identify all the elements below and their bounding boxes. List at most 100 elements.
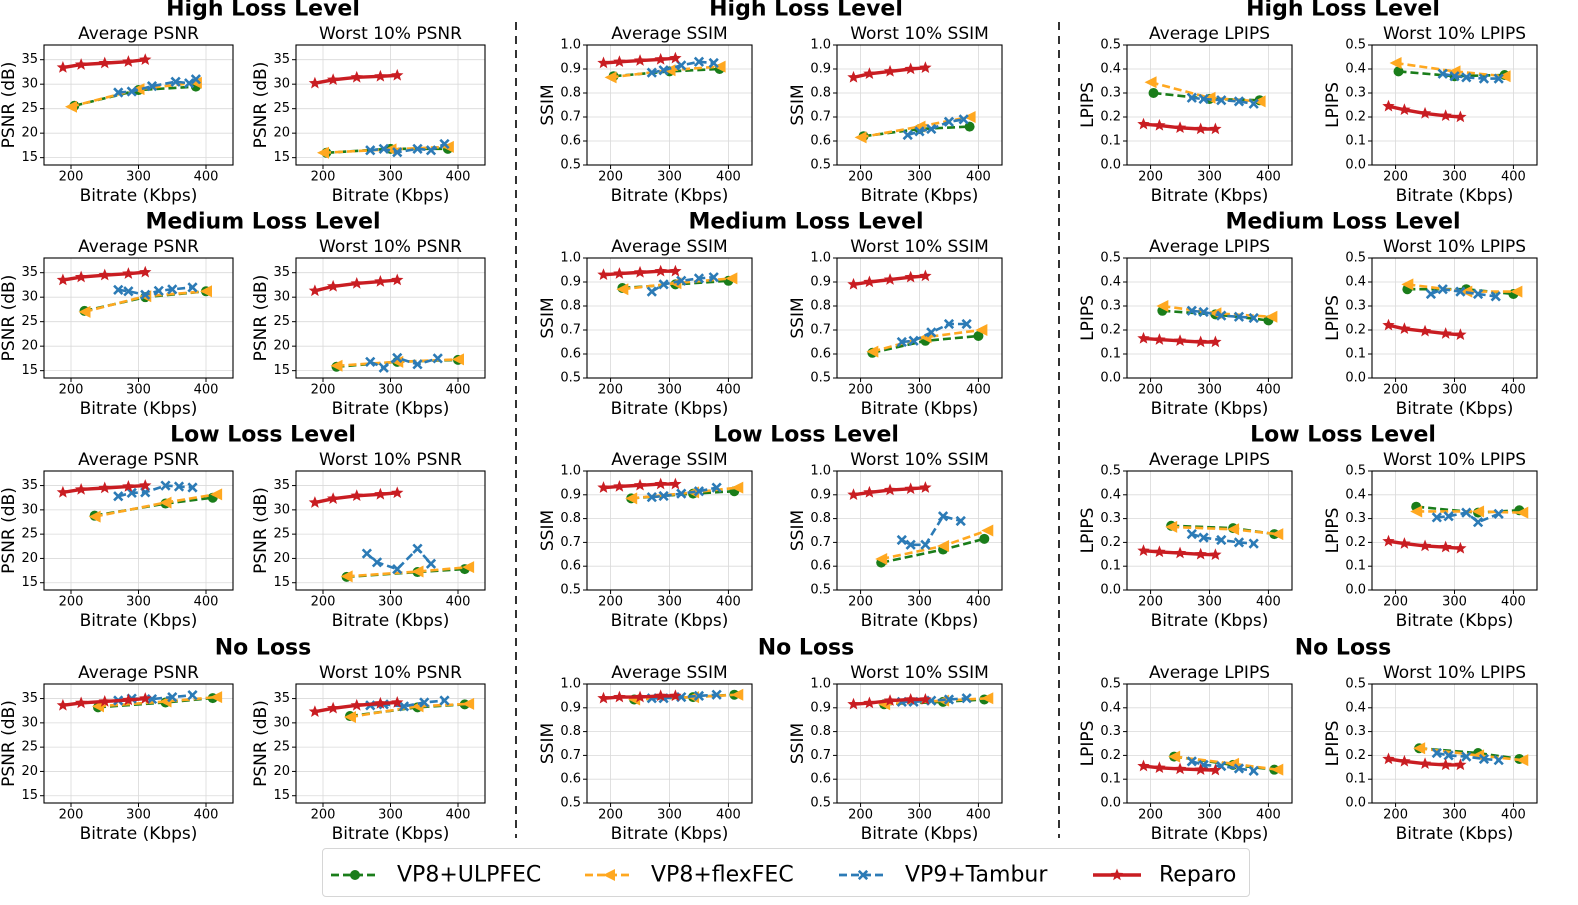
data-point-tam: [658, 65, 669, 76]
data-point-flex: [1389, 57, 1402, 69]
y-tick-label: 0.5: [810, 371, 831, 386]
data-point-flex: [604, 71, 617, 84]
y-tick-label: 15: [273, 788, 290, 803]
x-tick-label: 300: [1197, 170, 1222, 185]
panel-title: Average LPIPS: [1149, 663, 1270, 683]
y-axis-label: SSIM: [538, 84, 558, 125]
series-line-ulp: [94, 496, 213, 517]
y-tick-label: 0.3: [1100, 86, 1121, 101]
data-point-rep: [597, 56, 610, 69]
section-title: Medium Loss Level: [1225, 210, 1460, 235]
data-point-rep: [56, 273, 70, 286]
data-point-rep: [863, 275, 876, 288]
data-point-flex: [330, 359, 343, 372]
x-tick-label: 300: [1442, 170, 1467, 185]
panel-title: Worst 10% PSNR: [319, 24, 462, 44]
data-point-flex: [1516, 754, 1529, 767]
x-tick-label: 300: [126, 383, 151, 398]
y-axis-label: LPIPS: [1078, 82, 1098, 128]
y-tick-label: 0.7: [810, 110, 831, 125]
y-tick-label: 0.4: [1345, 700, 1366, 715]
y-tick-label: 0.5: [1100, 464, 1121, 479]
x-tick-label: 400: [194, 170, 219, 185]
x-tick-label: 200: [598, 170, 623, 185]
data-point-tam: [1198, 93, 1209, 105]
x-tick-label: 200: [1138, 383, 1163, 398]
y-tick-label: 15: [273, 150, 290, 165]
data-point-flex: [1165, 520, 1178, 533]
data-point-tam: [187, 482, 198, 493]
data-point-tam: [676, 488, 687, 499]
data-point-tam: [693, 273, 705, 284]
data-point-tam: [378, 362, 389, 373]
y-tick-label: 0.0: [1100, 371, 1121, 386]
y-tick-label: 0.4: [1100, 275, 1121, 290]
x-tick-label: 200: [59, 595, 84, 610]
x-tick-label: 300: [378, 383, 403, 398]
panel-title: Average SSIM: [611, 237, 727, 257]
data-point-tam: [126, 86, 137, 97]
y-tick-label: 0.6: [560, 347, 581, 362]
data-point-flex: [210, 691, 223, 704]
y-axis-label: PSNR (dB): [251, 487, 271, 574]
data-point-rep: [669, 51, 682, 64]
data-point-tam: [425, 558, 437, 569]
y-tick-label: 0.9: [810, 487, 831, 502]
data-point-tam: [153, 285, 164, 296]
data-point-rep: [1418, 106, 1432, 119]
panel-title: Worst 10% SSIM: [850, 450, 989, 470]
data-point-rep: [1439, 540, 1452, 553]
x-axis-label: Bitrate (Kbps): [1151, 611, 1269, 631]
x-axis-label: Bitrate (Kbps): [332, 824, 450, 844]
data-point-tam: [1493, 73, 1504, 84]
y-tick-label: 0.3: [1345, 511, 1366, 526]
x-tick-label: 400: [446, 170, 471, 185]
data-point-rep: [308, 705, 322, 717]
data-point-tam: [1443, 750, 1454, 761]
data-point-rep: [633, 690, 647, 703]
x-tick-label: 400: [1501, 383, 1526, 398]
legend-marker-ulp: [350, 870, 360, 880]
x-tick-label: 300: [907, 808, 932, 823]
y-tick-label: 0.6: [560, 559, 581, 574]
y-tick-label: 25: [21, 101, 38, 116]
x-tick-label: 300: [126, 170, 151, 185]
x-tick-label: 400: [446, 808, 471, 823]
y-axis-label: SSIM: [538, 723, 558, 764]
x-axis-label: Bitrate (Kbps): [861, 824, 979, 844]
x-tick-label: 300: [1197, 808, 1222, 823]
y-tick-label: 0.9: [560, 62, 581, 77]
data-point-flex: [731, 481, 744, 494]
data-point-rep: [613, 55, 626, 68]
y-tick-label: 0.1: [1345, 134, 1366, 149]
data-point-rep: [56, 61, 70, 73]
data-point-rep: [391, 695, 404, 708]
data-point-flex: [1472, 749, 1485, 762]
data-point-rep: [597, 268, 610, 281]
data-point-flex: [1510, 285, 1523, 298]
y-tick-label: 0.2: [1100, 110, 1121, 125]
data-point-tam: [187, 690, 198, 701]
data-point-tam: [1248, 98, 1259, 109]
data-point-rep: [883, 64, 897, 77]
x-axis-label: Bitrate (Kbps): [332, 399, 450, 419]
legend-label-rep: Reparo: [1159, 863, 1236, 888]
data-point-rep: [847, 70, 860, 83]
y-axis-label: PSNR (dB): [251, 700, 271, 787]
x-tick-label: 400: [716, 383, 741, 398]
data-point-rep: [847, 697, 860, 710]
data-point-tam: [1216, 95, 1227, 106]
data-point-rep: [350, 489, 363, 502]
x-tick-label: 300: [657, 595, 682, 610]
y-tick-label: 0.7: [810, 748, 831, 763]
y-tick-label: 1.0: [560, 677, 581, 692]
x-tick-label: 300: [1197, 383, 1222, 398]
legend-marker-flex: [603, 869, 615, 881]
data-point-tam: [113, 491, 124, 502]
x-tick-label: 200: [1383, 595, 1408, 610]
y-tick-label: 1.0: [560, 38, 581, 53]
data-point-tam: [412, 543, 423, 554]
x-axis-label: Bitrate (Kbps): [611, 611, 729, 631]
x-tick-label: 200: [59, 808, 84, 823]
legend-label-flex: VP8+flexFEC: [651, 863, 794, 888]
